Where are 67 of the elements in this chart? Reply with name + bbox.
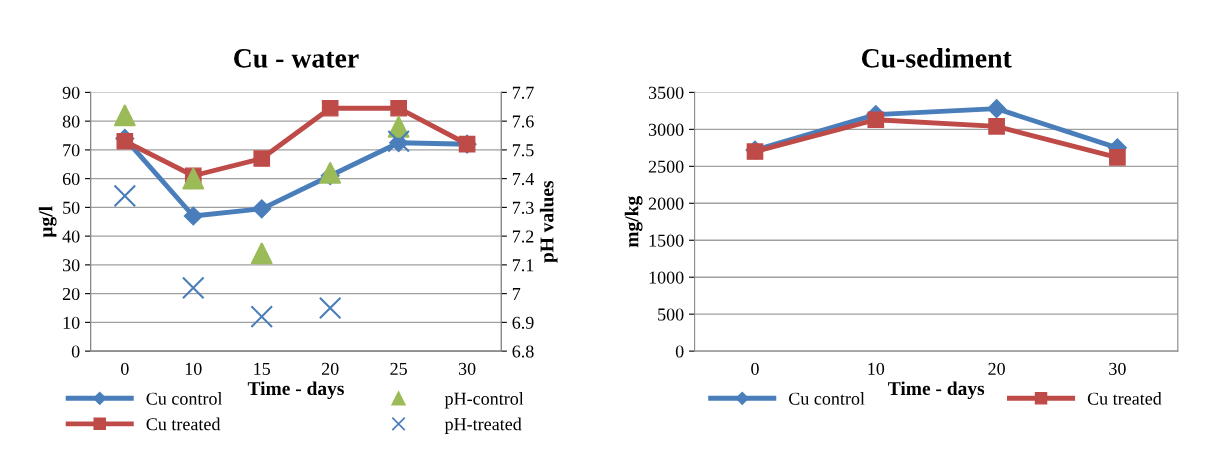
x-tick-label: 20 [321, 362, 339, 375]
y2-tick-label: 7.4 [512, 173, 535, 186]
y-tick-label: 60 [62, 172, 80, 186]
y2-tick-label: 7.5 [512, 144, 534, 157]
y-tick-label: 90 [62, 86, 80, 99]
point [318, 296, 342, 320]
y2-tick-label: 7.1 [512, 259, 534, 272]
point [988, 118, 1005, 135]
y2-tick-label: 7.2 [512, 230, 534, 243]
y-tick-label: 3000 [648, 123, 684, 136]
y2-tick-label: 6.8 [512, 345, 534, 358]
point [987, 99, 1007, 119]
point [867, 111, 885, 129]
x-axis-title: Time - days [247, 381, 344, 400]
chart-title: Cu-sediment [861, 48, 1012, 68]
y2-tick-label: 7.3 [512, 201, 534, 214]
point [321, 99, 339, 117]
point [181, 276, 205, 300]
point [250, 242, 273, 265]
y-tick-label: 500 [658, 308, 684, 321]
y2-axis-title: pH values [539, 180, 558, 263]
point [253, 150, 271, 167]
y-tick-label: 2500 [648, 160, 684, 173]
y-tick-label: 10 [63, 316, 80, 329]
x-tick-label: 15 [254, 362, 271, 375]
y-tick-label: 3500 [648, 86, 684, 99]
y2-tick-label: 6.9 [512, 316, 534, 329]
x-tick-label: 10 [868, 362, 885, 375]
legend-label: pH-control [444, 392, 524, 409]
point [252, 199, 272, 219]
y-tick-label: 70 [63, 144, 80, 157]
y-tick-label: 50 [63, 201, 80, 214]
y2-tick-label: 7.7 [512, 86, 534, 99]
y2-tick-label: 7 [512, 288, 521, 300]
legend-label: Cu treated [146, 417, 221, 431]
y2-tick-label: 7.6 [512, 115, 534, 128]
y-tick-label: 40 [62, 230, 80, 243]
y-tick-label: 0 [675, 345, 684, 358]
point [250, 305, 274, 328]
point [183, 206, 203, 226]
legend-label: Cu control [789, 392, 865, 405]
legend-label: Cu treated [1087, 392, 1162, 405]
x-tick-label: 25 [390, 362, 407, 375]
y-tick-label: 1500 [649, 234, 684, 247]
x-tick-label: 20 [988, 362, 1005, 375]
x-tick-label: 0 [751, 362, 759, 375]
y-tick-label: 30 [62, 259, 80, 272]
point [390, 99, 407, 117]
x-tick-label: 10 [185, 362, 202, 375]
point [113, 104, 136, 127]
x-tick-label: 30 [1109, 362, 1126, 375]
point [1109, 149, 1126, 166]
y-axis-title: µg/l [38, 206, 57, 238]
legend-label: pH-treated [444, 417, 522, 434]
x-tick-label: 0 [121, 362, 129, 375]
point [182, 167, 205, 190]
x-axis-title: Time - days [888, 381, 985, 400]
y-tick-label: 0 [71, 345, 80, 358]
y-tick-label: 1000 [649, 271, 684, 284]
point [113, 184, 137, 208]
y-tick-label: 80 [62, 115, 80, 128]
chart-title: Cu - water [234, 49, 359, 68]
y-tick-label: 2000 [648, 197, 684, 210]
y-axis-title: mg/kg [624, 196, 643, 248]
x-tick-label: 30 [458, 362, 476, 375]
legend-label: Cu control [146, 392, 223, 405]
y-tick-label: 20 [62, 287, 80, 301]
